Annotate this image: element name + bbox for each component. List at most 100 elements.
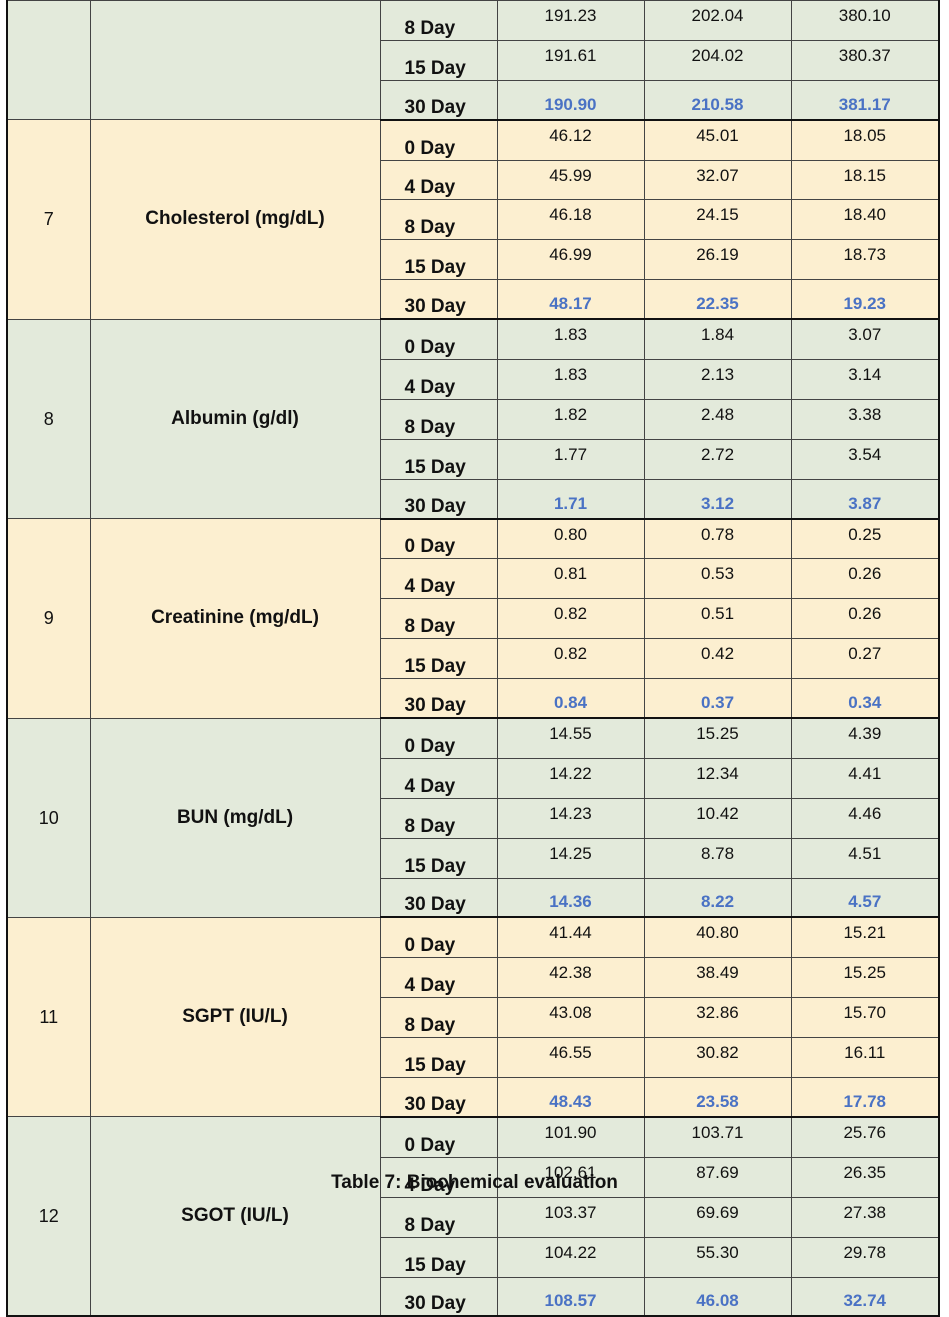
table-row: 11 SGPT (IU/L) 0 Day 41.44 40.80 15.21 bbox=[6, 916, 940, 1118]
parameter-cell bbox=[89, 0, 381, 121]
table-row: 30 Day 48.17 22.35 19.23 bbox=[7, 279, 940, 321]
value-cell: 18.05 bbox=[790, 119, 940, 161]
value-cell: 103.71 bbox=[643, 1116, 792, 1158]
value-cell: 3.07 bbox=[790, 318, 940, 361]
value-cell: 0.84 bbox=[496, 678, 645, 720]
day-cell: 8 Day bbox=[379, 598, 498, 640]
value-cell: 15.25 bbox=[790, 957, 940, 999]
value-cell: 27.38 bbox=[790, 1196, 940, 1238]
value-cell: 0.82 bbox=[496, 598, 645, 640]
value-cell: 29.78 bbox=[790, 1236, 940, 1278]
table-row: 8 Day 0.82 0.51 0.26 bbox=[7, 598, 940, 640]
value-cell: 1.77 bbox=[496, 438, 645, 480]
serial-number-cell bbox=[6, 0, 91, 121]
value-cell: 46.18 bbox=[496, 199, 645, 241]
table-row: 4 Day 14.22 12.34 4.41 bbox=[7, 757, 940, 799]
value-cell: 3.38 bbox=[790, 398, 940, 440]
value-cell: 103.37 bbox=[496, 1196, 645, 1238]
value-cell: 4.41 bbox=[790, 757, 940, 799]
value-cell: 0.81 bbox=[496, 558, 645, 600]
day-cell: 8 Day bbox=[379, 997, 498, 1039]
value-cell: 210.58 bbox=[643, 79, 792, 121]
value-cell: 0.26 bbox=[790, 598, 940, 640]
serial-number-cell: 8 bbox=[6, 318, 91, 520]
day-cell: 8 Day bbox=[379, 199, 498, 241]
table-row: 8 Day 46.18 24.15 18.40 bbox=[7, 199, 940, 241]
biochemical-evaluation-table: 8 Day 191.23 202.04 380.10 15 Day 191.61 204.0… bbox=[6, 0, 940, 1317]
value-cell: 380.10 bbox=[790, 0, 940, 41]
value-cell: 26.35 bbox=[790, 1156, 940, 1198]
value-cell: 46.55 bbox=[496, 1037, 645, 1079]
table-row: 15 Day 14.25 8.78 4.51 bbox=[7, 837, 940, 879]
value-cell: 1.83 bbox=[496, 318, 645, 361]
day-cell: 4 Day bbox=[379, 159, 498, 201]
value-cell: 101.90 bbox=[496, 1116, 645, 1158]
table-row: 4 Day 42.38 38.49 15.25 bbox=[7, 957, 940, 999]
table-row: 15 Day 191.61 204.02 380.37 bbox=[7, 39, 940, 81]
biochemical-table-container: 8 Day 191.23 202.04 380.10 15 Day 191.61 204.0… bbox=[6, 0, 940, 1317]
value-cell: 3.54 bbox=[790, 438, 940, 480]
value-cell: 4.51 bbox=[790, 837, 940, 879]
value-cell: 18.15 bbox=[790, 159, 940, 201]
value-cell: 0.37 bbox=[643, 678, 792, 720]
value-cell: 16.11 bbox=[790, 1037, 940, 1079]
value-cell: 32.86 bbox=[643, 997, 792, 1039]
value-cell: 4.57 bbox=[790, 877, 940, 919]
value-cell: 17.78 bbox=[790, 1077, 940, 1118]
day-cell: 4 Day bbox=[379, 359, 498, 400]
value-cell: 26.19 bbox=[643, 239, 792, 281]
value-cell: 0.42 bbox=[643, 638, 792, 680]
value-cell: 24.15 bbox=[643, 199, 792, 241]
day-cell: 15 Day bbox=[379, 239, 498, 281]
day-cell: 0 Day bbox=[379, 119, 498, 161]
day-cell: 0 Day bbox=[379, 518, 498, 560]
value-cell: 23.58 bbox=[643, 1077, 792, 1118]
value-cell: 87.69 bbox=[643, 1156, 792, 1198]
day-cell: 0 Day bbox=[379, 318, 498, 361]
value-cell: 32.07 bbox=[643, 159, 792, 201]
day-cell: 4 Day bbox=[379, 957, 498, 999]
value-cell: 4.46 bbox=[790, 797, 940, 839]
value-cell: 10.42 bbox=[643, 797, 792, 839]
value-cell: 0.82 bbox=[496, 638, 645, 680]
day-cell: 30 Day bbox=[379, 279, 498, 321]
parameter-cell: Albumin (g/dl) bbox=[89, 318, 381, 520]
value-cell: 3.87 bbox=[790, 478, 940, 520]
value-cell: 0.34 bbox=[790, 678, 940, 720]
value-cell: 4.39 bbox=[790, 717, 940, 759]
day-cell: 15 Day bbox=[379, 1236, 498, 1278]
day-cell: 0 Day bbox=[379, 916, 498, 959]
value-cell: 25.76 bbox=[790, 1116, 940, 1158]
value-cell: 8.22 bbox=[643, 877, 792, 919]
table-row: 10 BUN (mg/dL) 0 Day 14.55 15.25 4.39 bbox=[6, 717, 940, 918]
value-cell: 108.57 bbox=[496, 1276, 645, 1317]
serial-number-cell: 12 bbox=[6, 1116, 91, 1317]
day-cell: 30 Day bbox=[379, 79, 498, 121]
day-cell: 15 Day bbox=[379, 1037, 498, 1079]
table-row: 15 Day 46.99 26.19 18.73 bbox=[7, 239, 940, 281]
parameter-cell: Creatinine (mg/dL) bbox=[89, 518, 381, 719]
value-cell: 191.23 bbox=[496, 0, 645, 41]
value-cell: 8.78 bbox=[643, 837, 792, 879]
table-row: 15 Day 1.77 2.72 3.54 bbox=[7, 438, 940, 480]
value-cell: 380.37 bbox=[790, 39, 940, 81]
value-cell: 43.08 bbox=[496, 997, 645, 1039]
table-row: 30 Day 14.36 8.22 4.57 bbox=[7, 877, 940, 919]
value-cell: 202.04 bbox=[643, 0, 792, 41]
parameter-cell: BUN (mg/dL) bbox=[89, 717, 381, 918]
value-cell: 1.82 bbox=[496, 398, 645, 440]
day-cell: 15 Day bbox=[379, 438, 498, 480]
value-cell: 2.48 bbox=[643, 398, 792, 440]
value-cell: 38.49 bbox=[643, 957, 792, 999]
value-cell: 14.55 bbox=[496, 717, 645, 759]
day-cell: 15 Day bbox=[379, 837, 498, 879]
table-row: 7 Cholesterol (mg/dL) 0 Day 46.12 45.01 18.05 bbox=[6, 119, 940, 320]
day-cell: 8 Day bbox=[379, 797, 498, 839]
value-cell: 1.71 bbox=[496, 478, 645, 520]
parameter-cell: SGOT (IU/L) bbox=[89, 1116, 381, 1317]
table-row: 8 Albumin (g/dl) 0 Day 1.83 1.84 3.07 bbox=[6, 318, 940, 520]
day-cell: 15 Day bbox=[379, 39, 498, 81]
value-cell: 18.40 bbox=[790, 199, 940, 241]
value-cell: 15.25 bbox=[643, 717, 792, 759]
value-cell: 14.22 bbox=[496, 757, 645, 799]
